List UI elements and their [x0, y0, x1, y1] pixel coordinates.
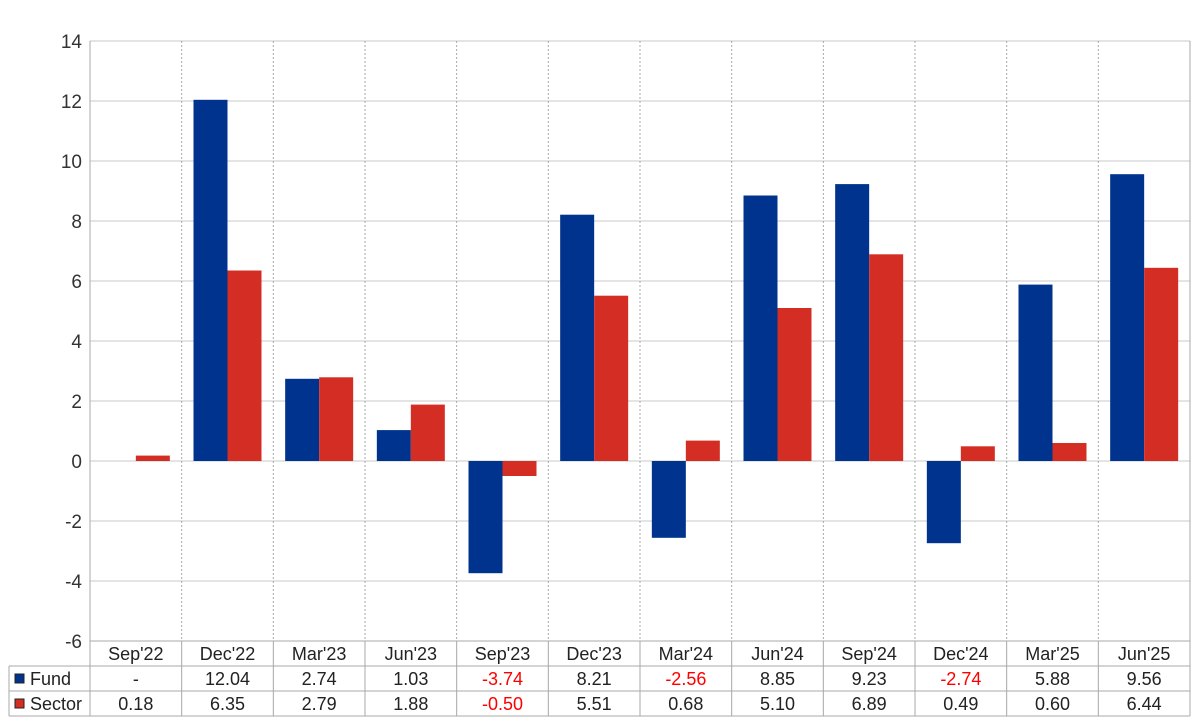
- x-tick-label: Dec'23: [566, 644, 621, 664]
- y-tick-label: 4: [71, 332, 82, 353]
- data-label-sector: 1.88: [393, 694, 428, 714]
- bar-fund: [1018, 284, 1053, 461]
- data-label-sector: 0.60: [1035, 694, 1070, 714]
- data-label-sector: 6.44: [1127, 694, 1162, 714]
- data-label-fund: 8.85: [760, 669, 795, 689]
- y-tick-label: 14: [61, 32, 83, 53]
- legend-label-fund: Fund: [30, 669, 71, 689]
- bar-sector: [227, 270, 262, 461]
- y-tick-label: 10: [61, 152, 82, 173]
- bar-sector: [135, 455, 170, 461]
- bar-fund: [651, 461, 686, 538]
- y-tick-label: 0: [71, 452, 82, 473]
- data-label-fund: -2.56: [665, 669, 706, 689]
- y-tick-label: 12: [61, 92, 82, 113]
- data-label-sector: 0.49: [943, 694, 978, 714]
- x-tick-label: Mar'23: [292, 644, 346, 664]
- bar-sector: [594, 295, 629, 461]
- data-label-fund: 1.03: [393, 669, 428, 689]
- data-label-sector: 2.79: [302, 694, 337, 714]
- data-label-fund: 2.74: [302, 669, 337, 689]
- bar-fund: [926, 461, 961, 544]
- x-tick-label: Mar'24: [659, 644, 713, 664]
- x-tick-label: Sep'23: [475, 644, 531, 664]
- data-label-fund: 9.56: [1127, 669, 1162, 689]
- bar-sector: [1052, 443, 1087, 461]
- data-label-fund: 12.04: [205, 669, 250, 689]
- legend-label-sector: Sector: [30, 694, 82, 714]
- data-label-sector: 5.51: [577, 694, 612, 714]
- y-tick-label: 2: [71, 392, 82, 413]
- y-tick-label: 8: [71, 212, 82, 233]
- data-label-sector: 0.18: [118, 694, 153, 714]
- bar-sector: [685, 440, 720, 461]
- bar-fund: [193, 99, 228, 462]
- data-label-sector: -0.50: [482, 694, 523, 714]
- bar-sector: [410, 404, 445, 461]
- bar-sector: [869, 254, 904, 461]
- data-label-sector: 6.35: [210, 694, 245, 714]
- bar-fund: [743, 195, 778, 461]
- x-tick-label: Jun'24: [751, 644, 803, 664]
- y-tick-label: -6: [65, 632, 82, 653]
- bar-sector: [319, 377, 354, 461]
- data-label-fund: 9.23: [852, 669, 887, 689]
- data-label-fund: -: [133, 669, 139, 689]
- data-label-sector: 6.89: [852, 694, 887, 714]
- data-label-fund: 5.88: [1035, 669, 1070, 689]
- x-tick-label: Jun'25: [1118, 644, 1170, 664]
- legend-swatch-sector: [14, 698, 25, 709]
- data-label-sector: 0.68: [668, 694, 703, 714]
- x-tick-label: Dec'24: [933, 644, 988, 664]
- bar-sector: [777, 308, 812, 461]
- y-tick-label: 6: [71, 272, 82, 293]
- x-tick-label: Sep'22: [108, 644, 164, 664]
- x-tick-label: Dec'22: [200, 644, 255, 664]
- legend-swatch-fund: [14, 673, 25, 684]
- data-label-fund: -3.74: [482, 669, 523, 689]
- bar-fund: [468, 461, 503, 574]
- bar-sector: [960, 446, 995, 461]
- x-tick-label: Jun'23: [385, 644, 437, 664]
- y-tick-label: -2: [65, 512, 82, 533]
- x-tick-label: Sep'24: [841, 644, 897, 664]
- bar-sector: [1144, 267, 1179, 461]
- y-tick-label: -4: [65, 572, 82, 593]
- x-tick-label: Mar'25: [1025, 644, 1079, 664]
- data-label-fund: 8.21: [577, 669, 612, 689]
- data-label-sector: 5.10: [760, 694, 795, 714]
- bar-fund: [560, 214, 595, 461]
- bar-sector: [502, 461, 537, 476]
- data-label-fund: -2.74: [940, 669, 981, 689]
- bar-fund: [1110, 174, 1145, 461]
- bar-fund: [835, 184, 870, 461]
- bar-fund: [285, 378, 320, 461]
- bar-fund: [376, 430, 411, 461]
